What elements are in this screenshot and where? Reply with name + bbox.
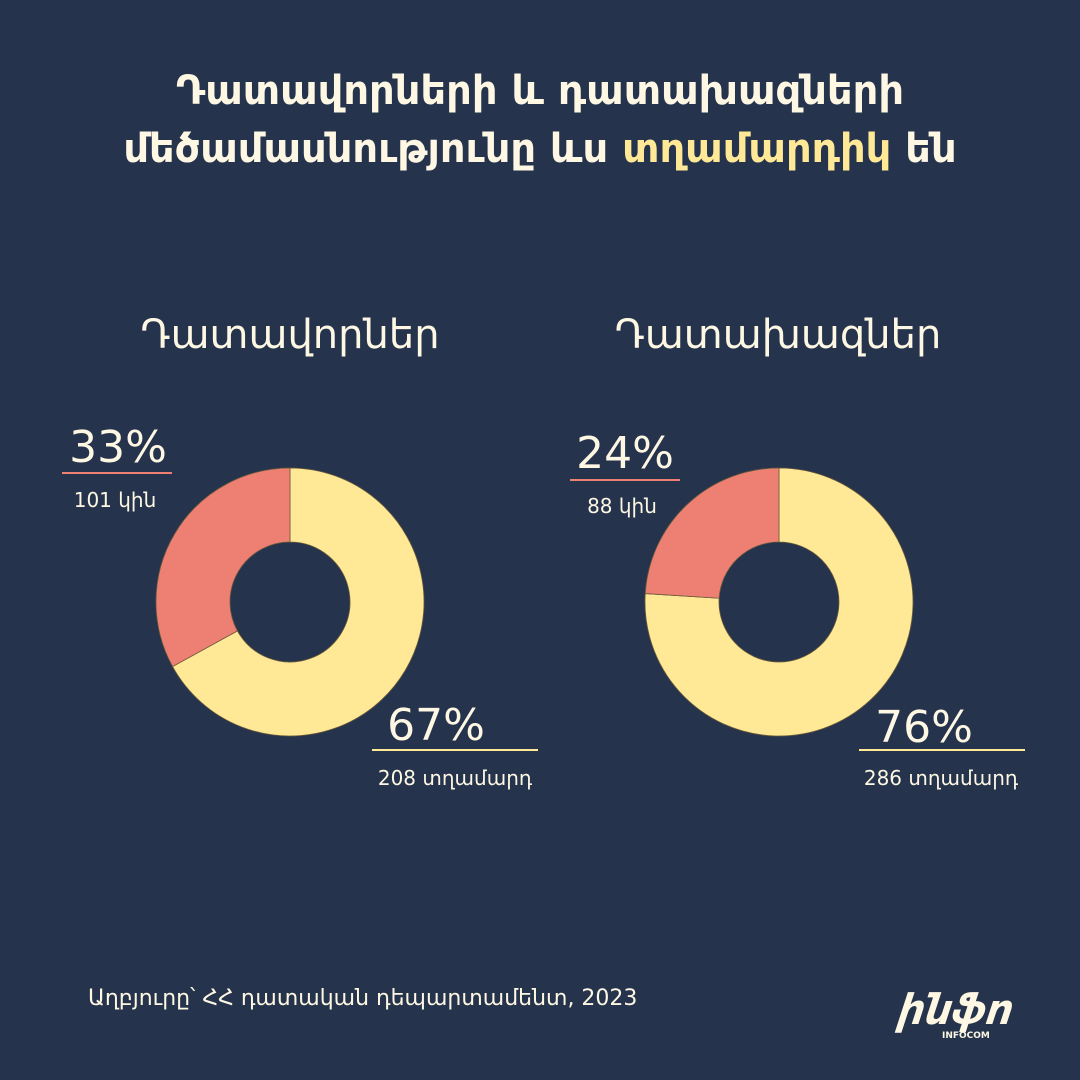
men-percent-label: 76% [875, 702, 973, 753]
women-count-label: 101 կին [73, 488, 157, 512]
women-percent-label: 33% [69, 422, 167, 473]
title-line-2-prefix: մեծամասնությունը ևս [123, 126, 623, 172]
men-underline [859, 749, 1025, 751]
men-count-label: 208 տղամարդ [377, 766, 533, 790]
donut-slice-men [644, 467, 914, 737]
title-highlight: տղամարդիկ [622, 126, 892, 172]
donut-slice-women [644, 467, 780, 599]
donut-slice-women [155, 467, 291, 668]
chart-title-prosecutors: Դատախազներ [614, 312, 942, 358]
chart-title-judges: Դատավորներ [140, 312, 440, 358]
men-percent-label: 67% [387, 700, 485, 751]
source-note: Աղբյուրը՝ ՀՀ դատական դեպարտամենտ, 2023 [88, 986, 638, 1011]
logo-subtext: INFOCOM [942, 1031, 990, 1041]
women-count-label: 88 կին [587, 494, 657, 518]
infocom-logo: ինֆո INFOCOM [891, 986, 1022, 1041]
men-count-label: 286 տղամարդ [863, 766, 1019, 790]
page-title: Դատավորների և դատախազների մեծամասնությու… [0, 62, 1080, 178]
women-underline [62, 472, 172, 474]
donut-chart-judges [155, 467, 425, 737]
title-line-2-suffix: են [891, 126, 957, 172]
title-line-2: մեծամասնությունը ևս տղամարդիկ են [0, 120, 1080, 178]
donut-slice-men [172, 467, 425, 737]
women-percent-label: 24% [576, 428, 674, 479]
women-underline [570, 479, 680, 481]
men-underline [372, 749, 538, 751]
title-line-1: Դատավորների և դատախազների [175, 68, 905, 114]
donut-chart-prosecutors [644, 467, 914, 737]
logo-text: ինֆո [891, 986, 1022, 1035]
